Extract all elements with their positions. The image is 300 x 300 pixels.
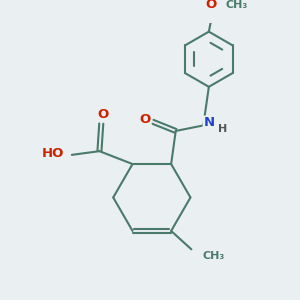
Text: CH₃: CH₃	[202, 251, 225, 261]
Text: HO: HO	[42, 147, 64, 161]
Text: N: N	[203, 116, 214, 129]
Text: O: O	[98, 108, 109, 121]
Text: O: O	[205, 0, 216, 11]
Text: CH₃: CH₃	[225, 0, 248, 10]
Text: H: H	[218, 124, 227, 134]
Text: O: O	[140, 113, 151, 126]
